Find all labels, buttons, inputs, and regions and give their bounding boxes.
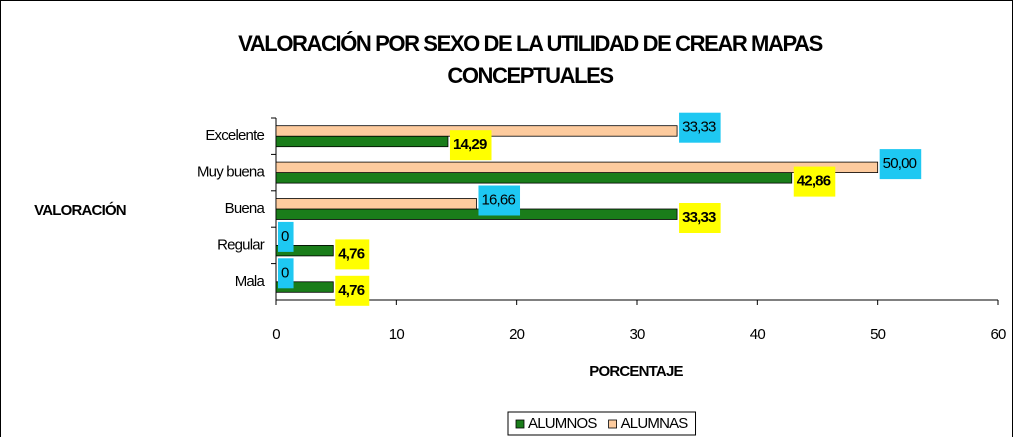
value-label: 4,76	[338, 282, 364, 299]
value-label-box	[679, 112, 721, 143]
chart-title: VALORACIÓN POR SEXO DE LA UTILIDAD DE CR…	[238, 31, 822, 56]
value-label: 0	[281, 264, 289, 281]
bar	[275, 172, 793, 184]
x-tick-label: 50	[870, 326, 886, 343]
x-tick-label: 0	[272, 326, 280, 343]
bar	[275, 208, 678, 220]
value-label: 0	[281, 228, 289, 245]
value-label-box	[335, 239, 370, 270]
value-label: 33,33	[682, 119, 716, 136]
chart-title: CONCEPTUALES	[447, 63, 613, 88]
y-axis-title: VALORACIÓN	[34, 201, 126, 219]
legend-label: ALUMNOS	[528, 415, 597, 432]
bar	[275, 244, 334, 257]
y-tick-label: Excelente	[205, 127, 264, 144]
value-label: 14,29	[453, 136, 487, 153]
bar	[275, 198, 477, 210]
x-axis-title: PORCENTAJE	[589, 363, 683, 380]
x-tick-label: 20	[509, 326, 525, 343]
value-label-box	[879, 149, 922, 180]
value-label-box	[449, 130, 492, 161]
x-tick-label: 40	[750, 326, 766, 343]
value-label-box	[278, 221, 294, 252]
value-label: 16,66	[481, 191, 515, 208]
value-label: 42,86	[797, 173, 831, 190]
value-label: 33,33	[682, 209, 716, 226]
y-tick-label: Regular	[217, 236, 265, 253]
bar	[275, 281, 334, 293]
x-tick-label: 10	[389, 326, 405, 343]
y-tick-label: Muy buena	[197, 164, 265, 181]
legend-label: ALUMNAS	[621, 415, 689, 432]
bar	[275, 135, 449, 148]
value-label-box	[335, 275, 370, 306]
value-label: 4,76	[338, 245, 364, 262]
legend-swatch	[608, 419, 617, 429]
x-tick-label: 30	[629, 326, 645, 343]
y-tick-label: Mala	[235, 273, 266, 290]
legend-box	[507, 411, 697, 436]
y-tick-label: Buena	[225, 200, 266, 217]
legend-swatch	[515, 419, 525, 429]
value-label: 50,00	[883, 155, 917, 172]
x-tick-label: 60	[990, 326, 1006, 343]
value-label-box	[478, 185, 521, 216]
value-label-box	[793, 166, 836, 197]
bar	[275, 161, 879, 174]
value-label-box	[278, 258, 294, 289]
value-label-box	[679, 203, 721, 233]
